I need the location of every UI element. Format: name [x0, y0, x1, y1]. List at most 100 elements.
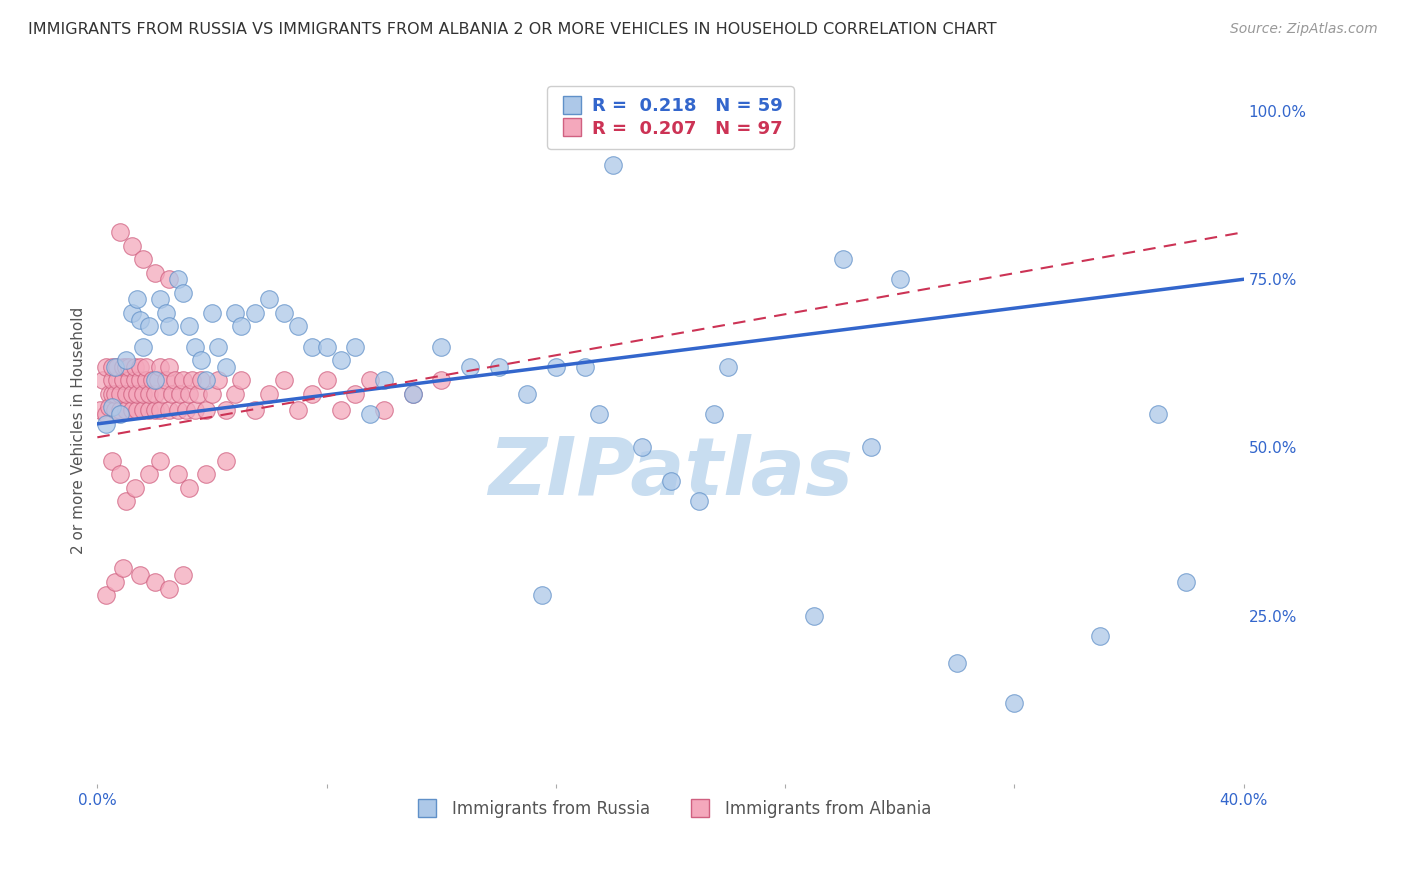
Point [488, 359, 510, 374]
Point [631, 441, 654, 455]
Point [118, 373, 141, 387]
Point [129, 373, 152, 387]
Point [157, 359, 180, 374]
Point [184, 403, 207, 417]
Point [458, 359, 481, 374]
Point [100, 373, 122, 387]
Point [273, 373, 295, 387]
Point [138, 467, 160, 482]
Point [187, 386, 209, 401]
Point [141, 373, 163, 387]
Point [169, 386, 191, 401]
Point [138, 403, 160, 417]
Legend: Immigrants from Russia, Immigrants from Albania: Immigrants from Russia, Immigrants from … [404, 794, 938, 825]
Point [401, 386, 423, 401]
Point [172, 285, 194, 300]
Point [143, 403, 166, 417]
Point [373, 403, 395, 417]
Point [946, 656, 969, 670]
Point [215, 403, 238, 417]
Point [121, 403, 143, 417]
Point [344, 339, 367, 353]
Point [94, 407, 117, 421]
Point [1175, 574, 1198, 589]
Point [207, 373, 229, 387]
Point [115, 353, 138, 368]
Point [229, 373, 252, 387]
Point [157, 319, 180, 334]
Point [659, 474, 682, 488]
Point [135, 359, 157, 374]
Point [243, 403, 266, 417]
Point [97, 400, 120, 414]
Point [330, 353, 353, 368]
Point [149, 293, 172, 307]
Point [118, 359, 141, 374]
Point [195, 467, 218, 482]
Point [172, 568, 194, 582]
Point [155, 373, 177, 387]
Point [129, 312, 152, 326]
Point [152, 386, 174, 401]
Point [215, 359, 238, 374]
Point [124, 373, 146, 387]
Point [201, 306, 224, 320]
Point [110, 407, 132, 421]
Point [574, 359, 596, 374]
Point [315, 373, 337, 387]
Point [157, 582, 180, 596]
Point [89, 403, 111, 417]
Point [121, 306, 143, 320]
Text: ZIPatlas: ZIPatlas [488, 434, 853, 512]
Point [112, 359, 135, 374]
Point [359, 407, 381, 421]
Point [115, 403, 138, 417]
Point [229, 319, 252, 334]
Point [115, 494, 138, 508]
Point [91, 373, 114, 387]
Point [143, 373, 166, 387]
Point [803, 608, 825, 623]
Point [157, 403, 180, 417]
Point [184, 339, 207, 353]
Point [107, 359, 129, 374]
Point [330, 403, 353, 417]
Point [224, 386, 246, 401]
Point [201, 386, 224, 401]
Point [103, 386, 125, 401]
Point [1090, 629, 1112, 643]
Point [344, 386, 367, 401]
Point [155, 306, 177, 320]
Point [121, 386, 143, 401]
Point [1146, 407, 1168, 421]
Point [177, 386, 200, 401]
Point [138, 319, 160, 334]
Point [287, 319, 309, 334]
Point [107, 373, 129, 387]
Point [315, 339, 337, 353]
Point [359, 373, 381, 387]
Point [149, 359, 172, 374]
Point [124, 359, 146, 374]
Point [100, 400, 122, 414]
Point [166, 403, 188, 417]
Point [129, 568, 152, 582]
Point [273, 306, 295, 320]
Point [195, 373, 218, 387]
Point [889, 272, 911, 286]
Point [301, 386, 323, 401]
Point [110, 386, 132, 401]
Point [100, 359, 122, 374]
Point [100, 454, 122, 468]
Point [112, 561, 135, 575]
Point [143, 266, 166, 280]
Point [544, 359, 567, 374]
Point [401, 386, 423, 401]
Point [243, 306, 266, 320]
Point [177, 319, 200, 334]
Point [138, 386, 160, 401]
Y-axis label: 2 or more Vehicles in Household: 2 or more Vehicles in Household [72, 307, 86, 554]
Point [127, 386, 149, 401]
Point [135, 373, 157, 387]
Point [373, 373, 395, 387]
